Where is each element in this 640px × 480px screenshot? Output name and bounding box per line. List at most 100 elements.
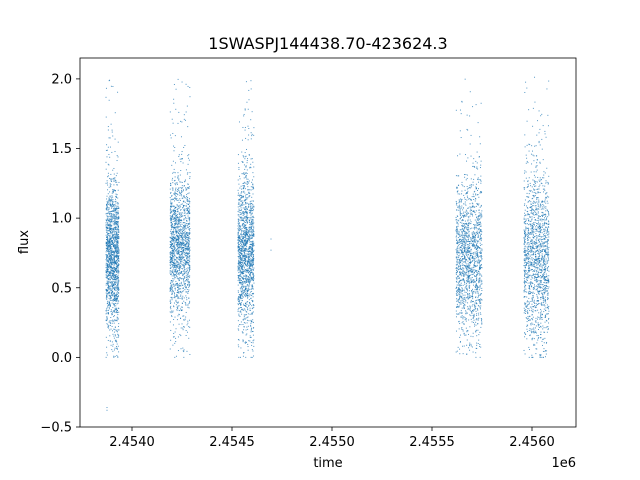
data-point: [110, 263, 112, 265]
data-point: [169, 290, 171, 291]
data-point: [476, 216, 478, 218]
data-point: [117, 311, 119, 313]
data-point: [182, 257, 184, 259]
data-point: [248, 189, 250, 191]
data-point: [178, 256, 180, 258]
data-point: [183, 228, 185, 230]
data-point: [237, 252, 239, 254]
data-point: [110, 221, 112, 223]
data-point: [175, 265, 177, 267]
data-point: [251, 230, 253, 232]
data-point: [252, 252, 254, 254]
data-point: [253, 234, 255, 236]
data-point: [246, 268, 248, 270]
data-point: [457, 241, 459, 243]
data-point: [181, 274, 183, 276]
data-point: [176, 272, 178, 274]
data-point: [252, 277, 254, 279]
data-point: [242, 332, 244, 334]
data-point: [241, 287, 243, 289]
data-point: [238, 260, 239, 262]
data-point: [110, 328, 112, 330]
data-point: [114, 275, 116, 277]
data-point: [177, 241, 179, 243]
data-point: [179, 158, 181, 160]
data-point: [241, 191, 243, 193]
data-point: [244, 188, 246, 190]
data-point: [171, 240, 173, 242]
data-point: [245, 219, 247, 221]
data-point: [247, 216, 249, 218]
data-point: [117, 283, 119, 285]
data-point: [105, 207, 107, 209]
data-point: [108, 208, 110, 210]
data-point: [117, 227, 119, 229]
data-point: [180, 309, 182, 311]
data-point: [105, 219, 107, 221]
data-point: [109, 255, 111, 257]
data-point: [109, 277, 111, 279]
data-point: [116, 244, 118, 246]
data-point: [180, 335, 182, 337]
data-point: [116, 316, 118, 318]
data-point: [239, 261, 241, 263]
data-point: [108, 279, 110, 281]
data-point: [467, 212, 469, 214]
data-point: [113, 224, 115, 226]
data-point: [115, 330, 117, 332]
data-point: [106, 255, 108, 257]
data-point: [462, 275, 464, 277]
data-point: [105, 226, 107, 228]
data-point: [244, 158, 246, 160]
data-point: [174, 247, 176, 249]
data-point: [176, 208, 178, 210]
data-point: [250, 331, 252, 333]
data-point: [112, 250, 114, 252]
data-point: [243, 326, 245, 328]
data-point: [239, 279, 241, 281]
data-point: [178, 264, 180, 266]
data-point: [173, 332, 175, 334]
data-point: [457, 233, 459, 235]
data-point: [248, 285, 250, 287]
data-point: [169, 246, 171, 248]
data-point: [180, 212, 182, 214]
data-points: [105, 76, 550, 411]
data-point: [248, 289, 250, 291]
data-point: [178, 212, 180, 214]
data-point: [184, 233, 186, 235]
data-point: [116, 214, 118, 216]
data-point: [116, 347, 118, 349]
data-point: [112, 223, 114, 225]
data-point: [186, 173, 188, 175]
data-point: [480, 265, 482, 267]
data-point: [111, 263, 113, 265]
data-point: [245, 205, 247, 207]
data-point: [114, 286, 116, 288]
data-point: [185, 275, 187, 277]
data-point: [249, 309, 251, 311]
data-point: [105, 234, 107, 236]
data-point: [173, 194, 175, 196]
data-point: [245, 137, 247, 139]
data-point: [248, 99, 250, 101]
data-point: [180, 271, 182, 273]
data-point: [169, 252, 171, 254]
data-point: [170, 200, 172, 202]
data-point: [237, 229, 239, 231]
data-point: [106, 251, 108, 253]
data-point: [183, 267, 185, 269]
data-point: [115, 305, 117, 307]
data-point: [246, 162, 248, 164]
data-point: [107, 310, 109, 312]
data-point: [118, 249, 120, 251]
data-point: [107, 229, 109, 231]
data-point: [105, 208, 107, 210]
data-point: [107, 216, 109, 218]
data-point: [117, 249, 119, 251]
data-point: [244, 181, 246, 183]
data-point: [252, 223, 254, 225]
data-point: [247, 253, 249, 255]
data-point: [189, 172, 191, 174]
data-point: [245, 278, 247, 280]
